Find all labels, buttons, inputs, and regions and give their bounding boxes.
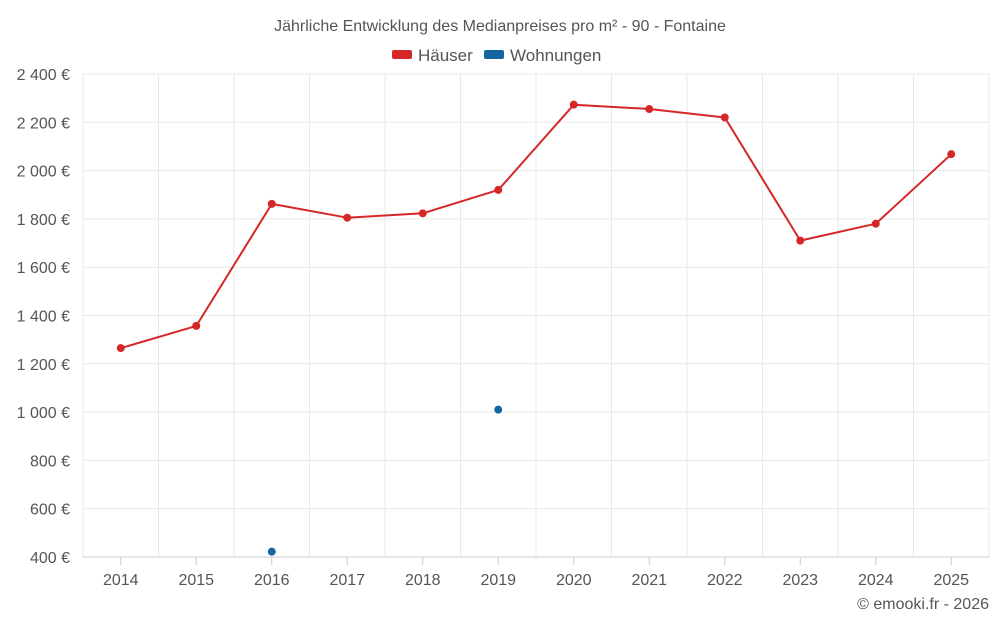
y-tick-label: 1 200 € (17, 357, 70, 374)
data-point-häuser[interactable] (267, 199, 276, 208)
data-point-häuser[interactable] (192, 321, 201, 330)
x-tick-label: 2024 (858, 572, 894, 589)
y-tick-label: 600 € (30, 502, 70, 519)
data-point-häuser[interactable] (418, 209, 427, 218)
y-tick-label: 1 600 € (17, 260, 70, 277)
series-line-häuser (120, 103, 952, 350)
credit-text: © emooki.fr - 2026 (857, 596, 989, 613)
x-tick-label: 2022 (707, 572, 743, 589)
x-tick-label: 2020 (556, 572, 592, 589)
axis-layer: 400 € 600 € 800 € 1 000 € 1 200 € 1 400 € 1 60… (17, 67, 989, 589)
data-point-häuser[interactable] (116, 344, 125, 353)
y-tick-label: 800 € (30, 453, 70, 470)
x-tick-label: 2017 (329, 572, 365, 589)
y-tick-label: 400 € (30, 550, 70, 567)
x-tick-label: 2019 (480, 572, 516, 589)
y-tick-label: 2 200 € (17, 115, 70, 132)
data-point-häuser[interactable] (569, 100, 578, 109)
grid-layer (82, 73, 990, 557)
y-tick-label: 2 000 € (17, 164, 70, 181)
data-point-häuser[interactable] (720, 113, 729, 122)
legend-label: Häuser (418, 46, 473, 65)
legend-swatch (392, 50, 412, 59)
data-point-wohnungen[interactable] (494, 405, 503, 414)
x-tick-label: 2016 (254, 572, 290, 589)
x-tick-label: 2014 (103, 572, 139, 589)
legend[interactable]: Häuser Wohnungen (392, 46, 601, 65)
data-point-häuser[interactable] (645, 105, 654, 114)
x-tick-label: 2023 (782, 572, 818, 589)
data-point-häuser[interactable] (494, 185, 503, 194)
y-tick-label: 1 400 € (17, 309, 70, 326)
data-point-wohnungen[interactable] (267, 547, 276, 556)
x-tick-label: 2015 (178, 572, 214, 589)
x-tick-label: 2021 (631, 572, 667, 589)
x-tick-label: 2025 (933, 572, 969, 589)
y-tick-label: 1 000 € (17, 405, 70, 422)
series-layer (116, 100, 956, 556)
data-point-häuser[interactable] (947, 150, 956, 159)
y-tick-label: 2 400 € (17, 67, 70, 84)
legend-item-häuser[interactable]: Häuser (392, 46, 473, 65)
legend-item-wohnungen[interactable]: Wohnungen (484, 46, 601, 65)
y-tick-label: 1 800 € (17, 212, 70, 229)
legend-swatch (484, 50, 504, 59)
legend-label: Wohnungen (510, 46, 601, 65)
x-tick-label: 2018 (405, 572, 441, 589)
data-point-häuser[interactable] (796, 236, 805, 245)
chart-title: Jährliche Entwicklung des Medianpreises … (274, 18, 726, 35)
data-point-häuser[interactable] (343, 213, 352, 222)
data-point-häuser[interactable] (871, 219, 880, 228)
